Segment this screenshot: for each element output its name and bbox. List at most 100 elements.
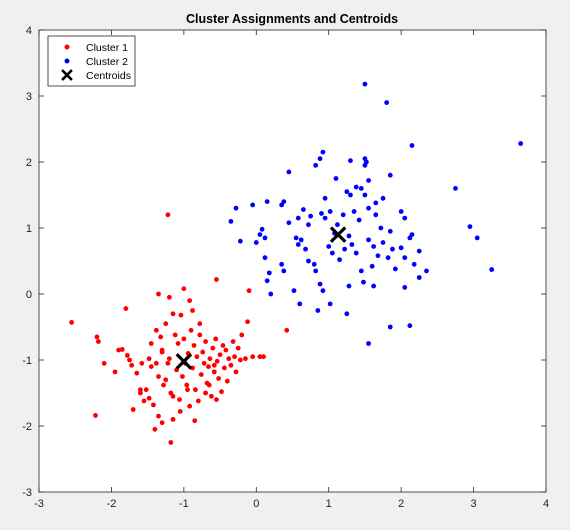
x-tick-label: -1 xyxy=(179,498,189,510)
data-point xyxy=(156,374,161,379)
data-point xyxy=(141,398,147,404)
data-point xyxy=(378,225,384,231)
data-point xyxy=(187,403,193,409)
data-point xyxy=(214,397,219,402)
data-point xyxy=(380,195,386,201)
data-point xyxy=(243,356,248,362)
data-point xyxy=(467,224,473,230)
data-point xyxy=(279,202,285,208)
x-tick-label: -3 xyxy=(34,498,44,510)
data-point xyxy=(380,240,386,245)
data-point xyxy=(200,349,206,355)
data-point xyxy=(369,263,375,269)
data-point xyxy=(286,220,292,226)
data-point xyxy=(346,283,352,289)
data-point xyxy=(194,354,200,360)
y-tick-label: 2 xyxy=(26,157,32,169)
data-point xyxy=(306,258,311,264)
data-point xyxy=(175,341,181,346)
data-point xyxy=(340,212,346,218)
data-point xyxy=(129,362,135,368)
data-point xyxy=(303,246,308,252)
data-point xyxy=(124,352,130,358)
legend-marker-centroids xyxy=(61,69,73,81)
data-point xyxy=(180,374,185,379)
data-point xyxy=(344,311,350,317)
data-point xyxy=(409,143,415,148)
data-point xyxy=(250,354,256,360)
data-point xyxy=(384,100,390,105)
data-point xyxy=(165,360,171,366)
data-point xyxy=(402,255,408,261)
data-point xyxy=(264,278,270,284)
data-point xyxy=(192,418,198,424)
data-point xyxy=(322,195,328,201)
data-point xyxy=(211,362,217,368)
data-point xyxy=(214,277,219,282)
data-point xyxy=(424,268,429,274)
data-point xyxy=(127,357,132,363)
y-tick-label: 0 xyxy=(26,289,32,301)
data-point xyxy=(123,306,129,311)
data-point xyxy=(239,332,245,338)
data-point xyxy=(191,343,197,348)
data-point xyxy=(166,294,172,300)
data-point xyxy=(94,334,100,340)
data-point xyxy=(373,200,379,206)
data-point xyxy=(322,215,328,221)
data-point xyxy=(69,319,74,325)
data-point xyxy=(366,178,371,183)
data-point xyxy=(188,327,194,333)
data-point xyxy=(208,393,214,399)
data-point xyxy=(253,240,259,245)
data-point xyxy=(262,235,268,241)
data-point xyxy=(130,407,136,412)
data-point xyxy=(226,356,232,362)
data-point xyxy=(407,323,413,329)
data-point xyxy=(358,186,364,191)
data-point xyxy=(245,319,250,325)
data-point xyxy=(295,215,301,221)
data-point xyxy=(161,382,166,388)
data-point xyxy=(409,232,415,238)
data-point xyxy=(228,362,234,368)
y-tick-label: 1 xyxy=(26,223,32,235)
data-point xyxy=(138,390,143,396)
data-point xyxy=(207,356,213,362)
data-point xyxy=(281,268,287,274)
data-point xyxy=(151,402,156,408)
data-point xyxy=(206,382,212,388)
y-tick-label: -1 xyxy=(22,355,32,367)
data-point xyxy=(235,345,241,351)
data-point xyxy=(416,248,422,254)
x-tick-label: 0 xyxy=(253,498,259,510)
data-point xyxy=(237,357,243,363)
x-tick-label: 3 xyxy=(471,498,477,510)
data-point xyxy=(320,149,326,155)
data-point xyxy=(313,162,319,168)
data-point xyxy=(219,389,224,395)
data-point xyxy=(159,420,165,426)
data-point xyxy=(361,279,366,285)
data-point xyxy=(224,378,230,384)
data-point xyxy=(375,253,381,259)
data-point xyxy=(143,387,149,393)
data-point xyxy=(356,217,362,223)
data-point xyxy=(217,352,223,358)
data-point xyxy=(233,205,239,211)
data-point xyxy=(346,233,352,239)
data-point xyxy=(250,202,256,208)
data-point xyxy=(349,242,355,247)
data-point xyxy=(351,209,357,214)
data-point xyxy=(327,209,333,214)
data-point xyxy=(411,261,417,267)
data-point xyxy=(353,250,359,256)
data-point xyxy=(319,211,324,216)
data-point xyxy=(342,246,348,252)
data-point xyxy=(293,235,299,241)
data-point xyxy=(268,291,274,297)
series-2 xyxy=(228,81,524,346)
data-point xyxy=(168,440,174,445)
data-point xyxy=(184,382,190,388)
data-point xyxy=(223,347,229,353)
